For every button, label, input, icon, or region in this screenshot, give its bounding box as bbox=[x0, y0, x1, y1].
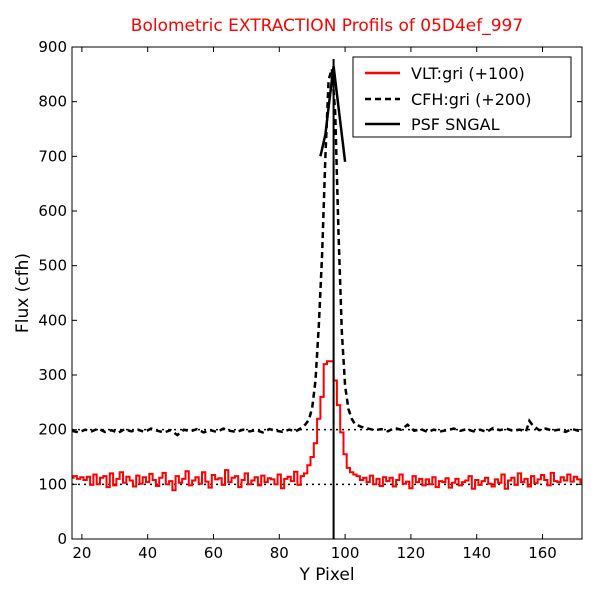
x-tick-label-100: 100 bbox=[331, 544, 360, 562]
y-axis-label: Flux (cfh) bbox=[13, 253, 33, 333]
y-tick-label-100: 100 bbox=[38, 475, 67, 493]
y-tick-label-200: 200 bbox=[38, 421, 67, 439]
y-tick-label-0: 0 bbox=[57, 530, 67, 548]
plot-frame bbox=[71, 46, 583, 540]
legend-label-psf: PSF SNGAL bbox=[411, 115, 500, 134]
y-tick-label-700: 700 bbox=[38, 147, 67, 165]
axis-ticks: 20 40 60 80 100 120 140 160 0 100 200 300 400 500 600 7… bbox=[38, 38, 582, 562]
y-tick-label-600: 600 bbox=[38, 202, 67, 220]
x-axis-label: Y Pixel bbox=[298, 565, 354, 585]
legend-label-vlt: VLT:gri (+100) bbox=[411, 64, 525, 83]
x-tick-label-140: 140 bbox=[462, 544, 491, 562]
x-tick-label-20: 20 bbox=[72, 544, 91, 562]
chart-title: Bolometric EXTRACTION Profils of 05D4ef_… bbox=[131, 16, 523, 36]
y-tick-label-300: 300 bbox=[38, 366, 67, 384]
legend-label-cfh: CFH:gri (+200) bbox=[411, 90, 532, 109]
plot-clipped-group bbox=[72, 59, 582, 539]
plot-area bbox=[72, 59, 582, 539]
series-line-cfh bbox=[72, 68, 582, 437]
legend: VLT:gri (+100) CFH:gri (+200) PSF SNGAL bbox=[352, 56, 572, 138]
x-tick-label-120: 120 bbox=[397, 544, 426, 562]
y-tick-label-800: 800 bbox=[38, 93, 67, 111]
y-tick-label-400: 400 bbox=[38, 311, 67, 329]
x-tick-label-40: 40 bbox=[138, 544, 157, 562]
x-tick-label-60: 60 bbox=[204, 544, 223, 562]
y-tick-label-900: 900 bbox=[38, 38, 67, 56]
y-tick-label-500: 500 bbox=[38, 257, 67, 275]
x-tick-label-80: 80 bbox=[270, 544, 289, 562]
x-tick-label-160: 160 bbox=[528, 544, 557, 562]
series-line-vlt bbox=[72, 360, 582, 492]
